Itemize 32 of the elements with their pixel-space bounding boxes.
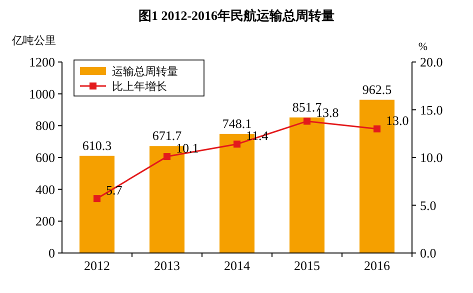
- y2-axis-title: %: [418, 41, 428, 53]
- data-label: 748.1: [222, 116, 252, 131]
- x-tick-label: 2014: [224, 258, 250, 273]
- y2-tick-label: 5.0: [420, 198, 436, 213]
- x-tick-label: 2015: [294, 258, 320, 273]
- y-tick-label: 800: [36, 118, 55, 134]
- point: [234, 140, 240, 148]
- y-tick-label: 600: [36, 150, 55, 165]
- bar: [290, 117, 324, 253]
- y2-tick-label: 10.0: [420, 150, 443, 165]
- y2-tick-label: 20.0: [420, 54, 443, 70]
- legend-label: 比上年增长: [112, 80, 167, 93]
- y-tick-label: 400: [36, 182, 55, 197]
- y-tick-label: 1200: [29, 54, 55, 70]
- y-tick-label: 0: [48, 246, 55, 260]
- y2-tick-label: 15.0: [420, 102, 443, 118]
- y2-tick-label: 0.0: [420, 246, 436, 260]
- data-label: 610.3: [82, 138, 112, 153]
- y-tick-label: 1000: [29, 86, 55, 102]
- y-axis-title: 亿吨公里: [11, 34, 56, 47]
- x-tick-label: 2012: [84, 258, 110, 273]
- x-tick-label: 2013: [154, 258, 180, 273]
- data-label: 671.7: [152, 128, 182, 144]
- legend-label: 运输总周转量: [112, 65, 178, 78]
- point: [164, 153, 170, 160]
- x-tick-label: 2016: [364, 258, 390, 273]
- point: [374, 125, 380, 132]
- chart-title: 图1 2012-2016年民航运输总周转量: [138, 8, 335, 23]
- point: [94, 195, 100, 202]
- data-label: 962.5: [362, 82, 392, 97]
- y-tick-label: 200: [36, 214, 55, 229]
- point: [304, 118, 310, 125]
